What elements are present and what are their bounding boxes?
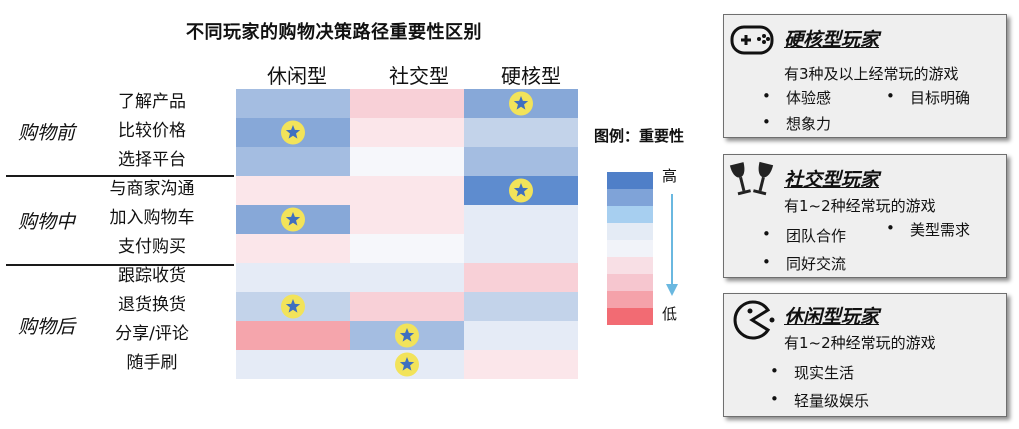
heat-cell-casual <box>236 321 350 350</box>
row-label: 加入购物车 <box>109 208 195 228</box>
heat-cell-social <box>350 118 464 147</box>
heat-cell-hardcore <box>464 292 578 321</box>
column-header-casual: 休闲型 <box>267 64 327 88</box>
stage-label-before: 购物前 <box>18 122 76 144</box>
heat-cell-hardcore <box>464 205 578 234</box>
card-subtitle: 有3种及以上经常玩的游戏 <box>784 65 959 83</box>
card-bullet: 体验感 <box>762 87 831 108</box>
row-label: 退货换货 <box>118 295 186 315</box>
star-icon <box>399 328 415 342</box>
heat-cell-social <box>350 147 464 176</box>
stage-label-after: 购物后 <box>18 316 76 338</box>
heat-cell-hardcore <box>464 263 578 292</box>
legend-swatch <box>607 206 653 223</box>
card-bullet: 轻量级娱乐 <box>770 390 869 411</box>
row-label: 支付购买 <box>118 237 186 257</box>
star-icon <box>513 96 529 110</box>
legend-swatch <box>607 291 653 308</box>
heat-cell-casual <box>236 234 350 263</box>
card-title: 社交型玩家 <box>784 169 880 191</box>
card-bullet: 想象力 <box>762 113 831 134</box>
heat-cell-casual <box>236 147 350 176</box>
star-icon <box>285 125 301 139</box>
card-bullet: 同好交流 <box>762 253 846 274</box>
wine-glasses-icon <box>728 159 776 207</box>
star-icon <box>285 299 301 313</box>
heat-cell-social <box>350 205 464 234</box>
heat-cell-casual <box>236 176 350 205</box>
heat-cell-social <box>350 292 464 321</box>
legend-high-label: 高 <box>662 167 678 185</box>
legend-swatch <box>607 189 653 206</box>
row-label: 随手刷 <box>126 353 178 373</box>
row-label: 跟踪收货 <box>118 266 186 286</box>
legend-swatch <box>607 308 653 325</box>
legend-swatch <box>607 257 653 274</box>
row-label: 选择平台 <box>118 150 186 170</box>
card-bullet: 美型需求 <box>886 219 970 240</box>
column-header-hardcore: 硬核型 <box>501 64 561 88</box>
heat-cell-hardcore <box>464 350 578 379</box>
chart-title: 不同玩家的购物决策路径重要性区别 <box>186 22 482 43</box>
star-icon <box>513 183 529 197</box>
heat-cell-hardcore <box>464 147 578 176</box>
heat-cell-hardcore <box>464 118 578 147</box>
social-player-card: 社交型玩家 有1~2种经常玩的游戏 团队合作 美型需求 同好交流 <box>723 154 1007 278</box>
pacman-icon <box>728 298 776 346</box>
legend-arrow-head <box>666 284 678 296</box>
heat-cell-hardcore <box>464 234 578 263</box>
card-subtitle: 有1~2种经常玩的游戏 <box>784 334 936 352</box>
row-label: 了解产品 <box>118 92 186 112</box>
card-bullet: 目标明确 <box>886 87 970 108</box>
legend-title: 图例：重要性 <box>594 127 685 145</box>
casual-player-card: 休闲型玩家 有1~2种经常玩的游戏 现实生活 轻量级娱乐 <box>723 293 1007 417</box>
stage-label-during: 购物中 <box>18 211 76 233</box>
heat-cell-social <box>350 89 464 118</box>
legend-swatch <box>607 223 653 240</box>
card-bullet: 团队合作 <box>762 225 846 246</box>
star-icon <box>399 357 415 371</box>
heat-cell-casual <box>236 89 350 118</box>
heat-cell-casual <box>236 263 350 292</box>
star-icon <box>285 212 301 226</box>
stage-divider <box>6 264 234 266</box>
legend-swatch <box>607 240 653 257</box>
row-label: 分享/评论 <box>115 324 189 344</box>
column-header-social: 社交型 <box>389 64 449 88</box>
gamepad-icon <box>728 19 776 63</box>
legend-swatch <box>607 274 653 291</box>
card-title: 硬核型玩家 <box>784 29 880 51</box>
card-subtitle: 有1~2种经常玩的游戏 <box>784 197 936 215</box>
stage-divider <box>6 175 234 177</box>
heat-cell-casual <box>236 350 350 379</box>
legend-low-label: 低 <box>662 305 678 323</box>
card-bullet: 现实生活 <box>770 362 854 383</box>
card-title: 休闲型玩家 <box>784 306 880 328</box>
legend-swatch <box>607 172 653 189</box>
heat-cell-hardcore <box>464 321 578 350</box>
heat-cell-social <box>350 263 464 292</box>
hardcore-player-card: 硬核型玩家 有3种及以上经常玩的游戏 体验感 目标明确 想象力 <box>723 14 1007 138</box>
heat-cell-social <box>350 176 464 205</box>
row-label: 比较价格 <box>118 121 186 141</box>
heat-cell-social <box>350 234 464 263</box>
row-label: 与商家沟通 <box>109 179 195 199</box>
